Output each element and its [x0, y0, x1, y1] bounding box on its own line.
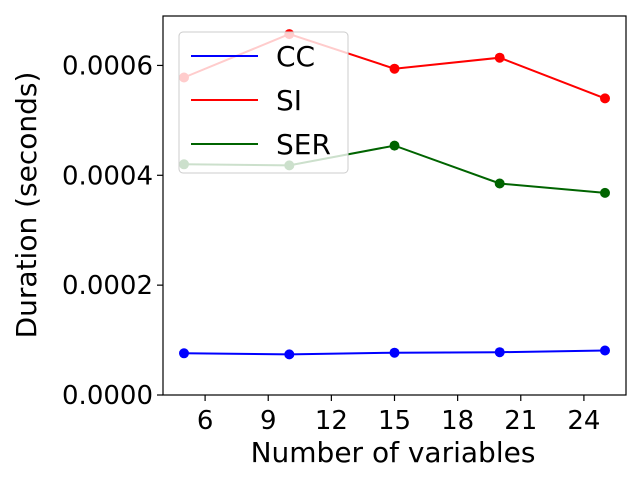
axes: 6 9 12 15 18 21 24 0.0000 0.0002 0.0004 0.0006 [62, 15, 627, 436]
legend-box [178, 31, 349, 174]
data-point-si-4 [600, 93, 610, 104]
data-point-ser-4 [600, 187, 610, 198]
x-tick-label: 9 [260, 406, 277, 436]
y-tick-label: 0.0000 [62, 381, 153, 411]
x-tick-label: 21 [504, 406, 537, 436]
legend-label-si: SI [276, 84, 302, 117]
data-point-cc-2 [389, 347, 400, 358]
legend: CC SI SER [178, 31, 349, 174]
data-point-cc-3 [494, 347, 505, 358]
y-tick-label: 0.0002 [62, 271, 153, 301]
x-tick-label: 18 [441, 406, 474, 436]
y-tick-label: 0.0004 [62, 161, 153, 191]
y-axis-title: Duration (seconds) [10, 72, 43, 339]
x-tick-label: 12 [315, 406, 348, 436]
data-point-ser-3 [494, 178, 505, 189]
x-tick-label: 24 [567, 406, 600, 436]
data-point-ser-2 [389, 140, 400, 151]
x-axis-title: Number of variables [251, 436, 536, 469]
data-point-si-2 [389, 63, 400, 74]
data-point-si-3 [494, 52, 505, 63]
x-tick-label: 6 [197, 406, 214, 436]
y-tick-label: 0.0006 [62, 51, 153, 81]
data-point-cc-4 [600, 345, 610, 356]
legend-label-ser: SER [276, 128, 331, 161]
data-point-cc-1 [284, 349, 295, 360]
data-point-cc-0 [179, 348, 189, 359]
x-tick-label: 15 [378, 406, 411, 436]
legend-label-cc: CC [276, 40, 315, 73]
